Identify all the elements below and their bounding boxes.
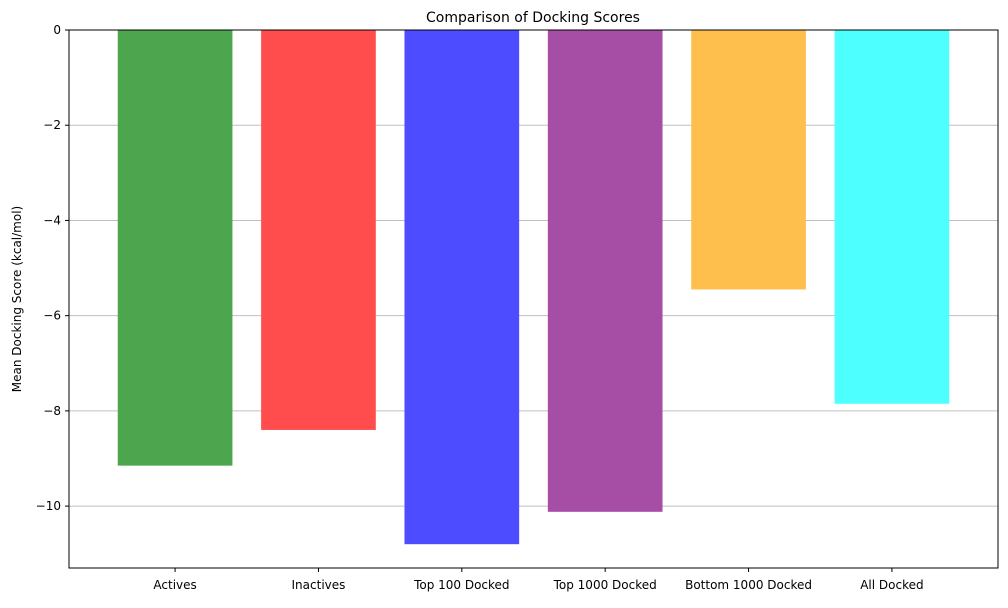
x-tick-label: Actives	[153, 578, 196, 592]
y-axis: 0 −2 −4 −6 −8 −10	[36, 23, 69, 513]
bar	[404, 30, 520, 545]
plot-frame	[68, 29, 999, 569]
bar	[261, 30, 376, 430]
y-tick-label: −6	[43, 309, 61, 323]
x-tick-label: Top 100 Docked	[413, 578, 509, 592]
x-tick-label: Top 1000 Docked	[553, 578, 657, 592]
bar	[691, 30, 806, 290]
x-axis: Actives Inactives Top 100 Docked Top 1000 D…	[153, 568, 924, 592]
bar	[547, 30, 663, 512]
bar	[834, 30, 950, 404]
y-tick-label: −8	[43, 404, 61, 418]
x-tick-label: Bottom 1000 Docked	[685, 578, 812, 592]
y-tick-label: 0	[53, 23, 61, 37]
y-tick-label: −10	[36, 499, 61, 513]
bars	[117, 30, 950, 545]
x-tick-label: Inactives	[292, 578, 346, 592]
chart-title: Comparison of Docking Scores	[426, 10, 640, 26]
y-axis-label: Mean Docking Score (kcal/mol)	[10, 206, 24, 392]
y-tick-label: −4	[43, 213, 61, 227]
x-tick-label: All Docked	[860, 578, 923, 592]
y-tick-label: −2	[43, 118, 61, 132]
bar	[117, 30, 233, 466]
